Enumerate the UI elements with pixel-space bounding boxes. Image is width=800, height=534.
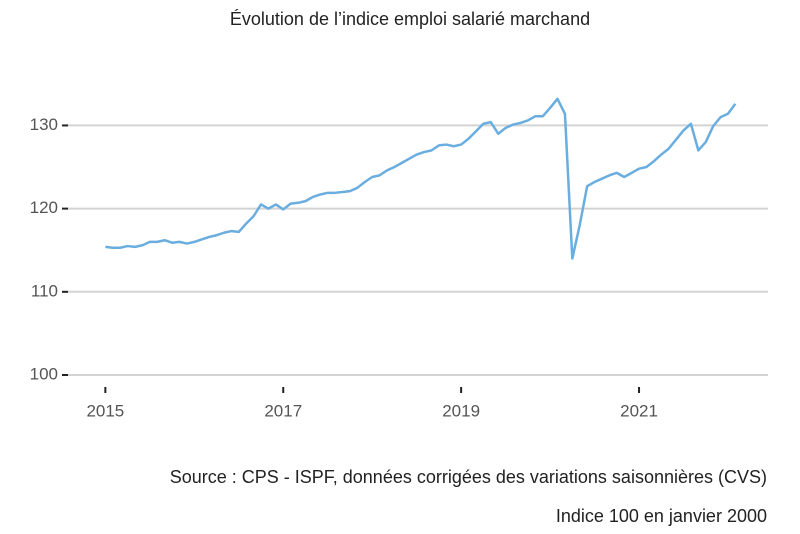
source: Source : CPS - ISPF, données corrigées d… (170, 467, 767, 487)
x-tick-label: 2021 (620, 401, 658, 420)
chart-title: Évolution de l’indice emploi salarié mar… (230, 9, 590, 29)
note: Indice 100 en janvier 2000 (556, 506, 767, 526)
y-tick-label: 100 (30, 364, 58, 383)
x-tick-label: 2019 (442, 401, 480, 420)
data-line (105, 97, 737, 260)
y-tick-label: 110 (31, 281, 58, 300)
y-tick-label: 130 (30, 115, 58, 134)
x-tick-label: 2017 (264, 401, 302, 420)
x-tick-label: 2015 (86, 401, 124, 420)
y-tick-label: 120 (30, 198, 58, 217)
